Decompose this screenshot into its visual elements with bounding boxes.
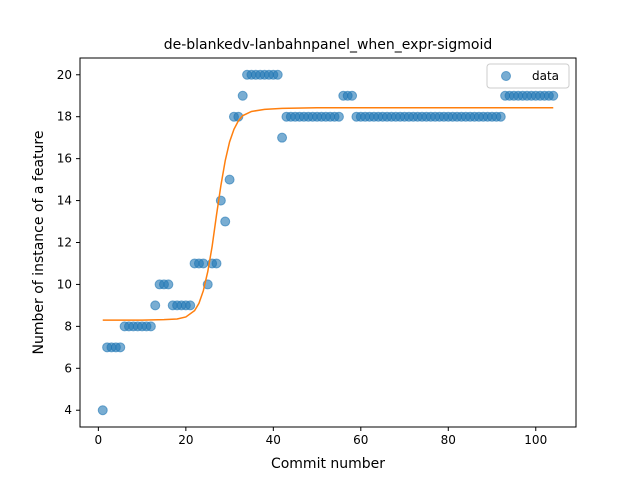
fit-line bbox=[102, 106, 554, 321]
data-point bbox=[333, 111, 344, 122]
data-point bbox=[237, 90, 248, 101]
x-tick-label: 100 bbox=[524, 433, 547, 447]
y-tick-label: 6 bbox=[64, 361, 72, 375]
x-tick-label: 0 bbox=[95, 433, 103, 447]
data-point bbox=[347, 90, 358, 101]
legend-label-data: data bbox=[532, 69, 559, 83]
x-tick-label: 40 bbox=[266, 433, 281, 447]
y-tick-label: 14 bbox=[57, 194, 72, 208]
plot-area bbox=[97, 69, 559, 416]
y-tick-label: 8 bbox=[64, 319, 72, 333]
data-point bbox=[145, 321, 156, 332]
y-tick-label: 12 bbox=[57, 236, 72, 250]
legend-marker-data bbox=[501, 71, 511, 81]
y-tick-label: 16 bbox=[57, 152, 72, 166]
x-axis-label: Commit number bbox=[271, 456, 385, 472]
data-point bbox=[211, 258, 222, 269]
data-point bbox=[163, 279, 174, 290]
x-tick-label: 60 bbox=[353, 433, 368, 447]
axis-ticks: 0 20 40 60 80 100 4 6 8 10 12 14 16 18 20 bbox=[57, 68, 547, 447]
data-point bbox=[495, 111, 506, 122]
data-point bbox=[548, 90, 559, 101]
data-point bbox=[97, 405, 108, 416]
y-tick-label: 20 bbox=[57, 68, 72, 82]
data-point bbox=[220, 216, 231, 227]
data-point bbox=[198, 258, 209, 269]
data-point bbox=[150, 300, 161, 311]
legend: data bbox=[486, 63, 570, 89]
x-tick-label: 80 bbox=[441, 433, 456, 447]
legend-box bbox=[486, 63, 570, 89]
y-axis-label: Number of instance of a feature bbox=[31, 131, 47, 355]
y-tick-label: 10 bbox=[57, 277, 72, 291]
y-tick-label: 4 bbox=[64, 403, 72, 417]
x-tick-label: 20 bbox=[178, 433, 193, 447]
data-point bbox=[224, 174, 235, 185]
data-point bbox=[277, 132, 288, 143]
data-point bbox=[115, 342, 126, 353]
data-point bbox=[185, 300, 196, 311]
y-tick-label: 18 bbox=[57, 110, 72, 124]
data-point bbox=[272, 69, 283, 80]
chart-title: de-blankedv-lanbahnpanel_when_expr-sigmo… bbox=[164, 37, 493, 53]
